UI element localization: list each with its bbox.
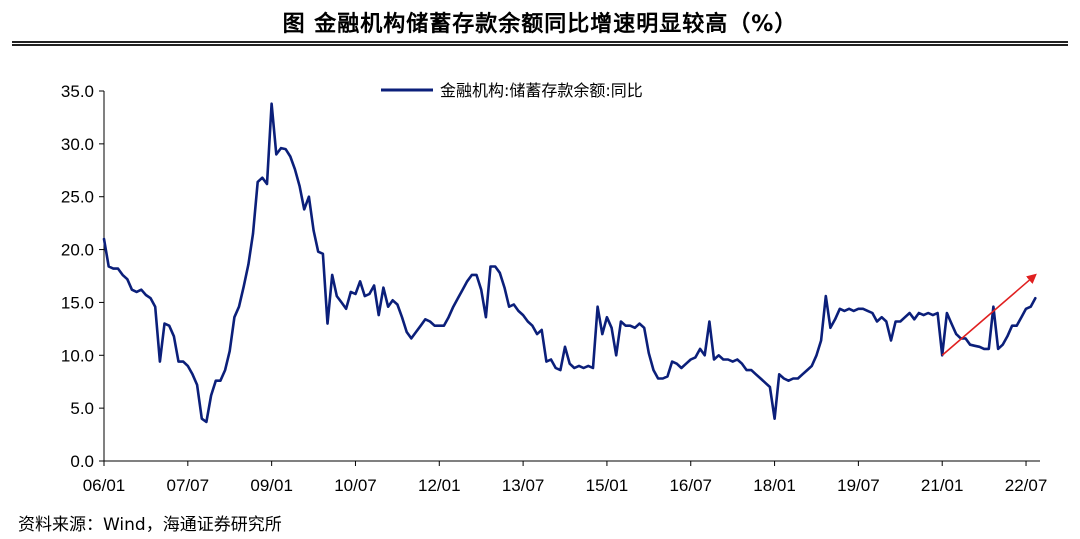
series-layer [102, 102, 1037, 424]
y-tick-label: 20.0 [61, 241, 94, 260]
x-tick-label: 22/07 [1005, 476, 1048, 495]
chart-title: 图 金融机构储蓄存款余额同比增速明显较高（%） [282, 12, 798, 37]
annotation-layer [941, 273, 1037, 356]
y-tick-label: 35.0 [61, 82, 94, 101]
legend-label: 金融机构:储蓄存款余额:同比 [440, 81, 643, 100]
y-tick-label: 30.0 [61, 135, 94, 154]
trend-arrow [941, 273, 1037, 356]
series-line-0 [102, 102, 1037, 424]
x-tick-label: 15/01 [586, 476, 629, 495]
x-tick-label: 19/07 [837, 476, 880, 495]
title-top-rule [12, 41, 1068, 43]
x-tick-label: 16/07 [669, 476, 712, 495]
x-tick-label: 06/01 [83, 476, 126, 495]
axis-ticks: 0.0 5.0 10.0 15.0 20.0 25.0 30.0 35.0 06/01 07/07… [61, 82, 1047, 495]
y-tick-label: 0.0 [70, 452, 94, 471]
source-note: 资料来源：Wind，海通证券研究所 [18, 515, 282, 535]
x-tick-label: 10/07 [334, 476, 377, 495]
x-tick-label: 21/01 [921, 476, 964, 495]
y-tick-label: 10.0 [61, 346, 94, 365]
chart-axes [103, 91, 1040, 462]
x-tick-label: 13/07 [502, 476, 545, 495]
y-tick-label: 25.0 [61, 188, 94, 207]
x-tick-label: 09/01 [250, 476, 293, 495]
y-tick-label: 5.0 [70, 399, 94, 418]
x-tick-label: 12/01 [418, 476, 461, 495]
x-tick-label: 18/01 [753, 476, 796, 495]
title-bottom-rule [12, 44, 1068, 46]
legend: 金融机构:储蓄存款余额:同比 [381, 81, 643, 100]
y-tick-label: 15.0 [61, 293, 94, 312]
x-tick-label: 07/07 [167, 476, 210, 495]
